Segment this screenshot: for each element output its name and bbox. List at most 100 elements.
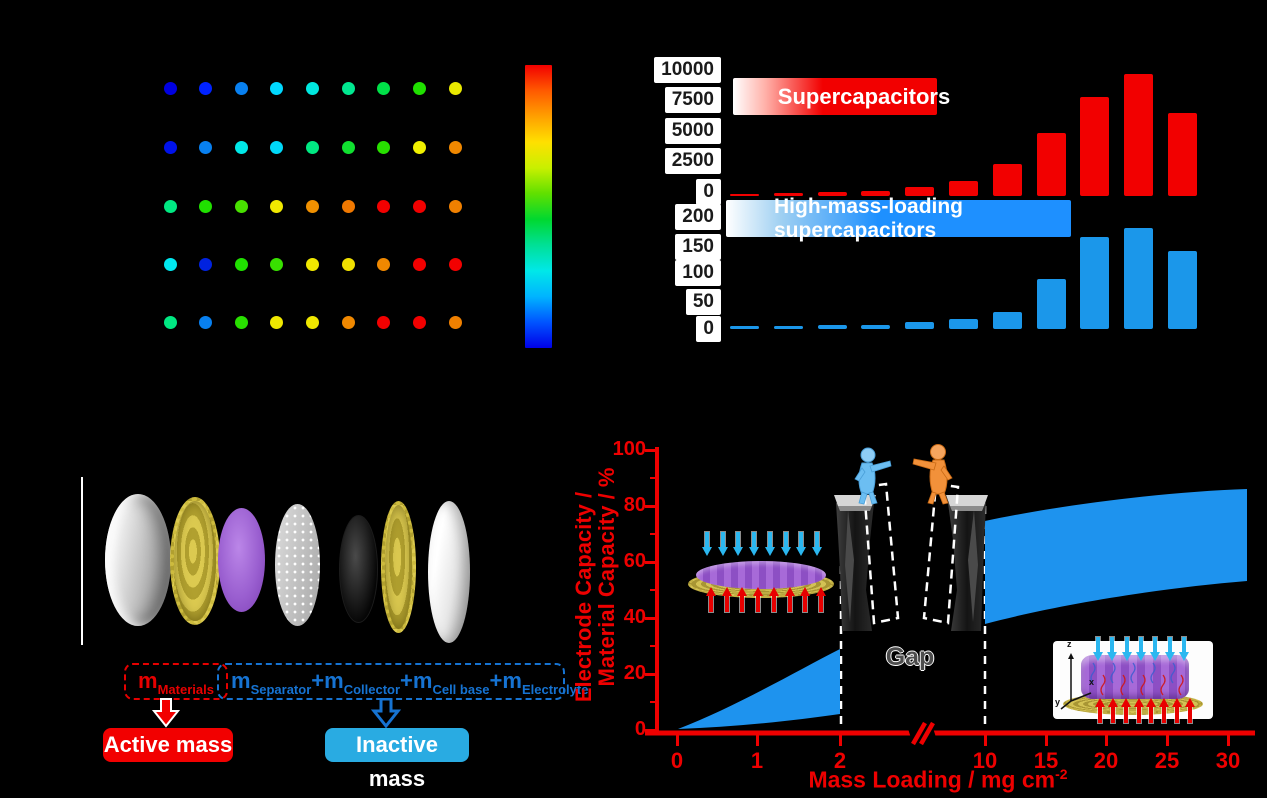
head: [1150, 652, 1161, 661]
hml-supercap-ytick-label: 0: [696, 316, 721, 342]
hml-supercap-bar: [861, 324, 891, 329]
data-dot: [199, 199, 213, 213]
red-ion-arrow-icon: [816, 586, 826, 612]
m-symbol: +m: [311, 667, 344, 693]
thin-purple-disc: [696, 561, 826, 589]
hml-supercap-bar: [773, 326, 803, 329]
gap-annotation: Gap: [885, 643, 935, 671]
data-dot: [199, 81, 213, 95]
head: [1185, 698, 1195, 707]
cell-cap-right: [428, 501, 470, 643]
thin-electrode-inset: [688, 528, 834, 612]
blue-ion-arrow-icon: [733, 532, 744, 558]
blue-ion-arrow-icon: [1093, 637, 1103, 663]
shaft: [1167, 637, 1172, 653]
supercap-bar: [949, 181, 978, 196]
supercap-bar: [1168, 113, 1197, 196]
supercap-bar: [992, 164, 1022, 196]
shaft: [756, 596, 761, 612]
head: [1107, 698, 1118, 707]
shaft: [720, 532, 725, 548]
inactive-mass-formula-box: mSeparator +mCollector +mCell base +mElectr…: [217, 663, 588, 700]
device-axis-line: [81, 477, 83, 645]
xyz-axes-icon: [1060, 653, 1092, 710]
head: [764, 547, 775, 556]
head: [753, 587, 764, 596]
x-axis-title-text: Mass Loading / mg cm: [808, 766, 1056, 793]
blue-ion-arrow-icon: [749, 532, 760, 558]
data-dot: [377, 257, 391, 271]
inactive-mass-label: Inactive mass: [325, 728, 469, 791]
supercap-bar: [1124, 74, 1154, 196]
head: [1133, 698, 1144, 707]
head: [737, 587, 748, 596]
head: [1107, 652, 1118, 661]
data-dot: [305, 140, 319, 154]
data-dot: [163, 315, 177, 329]
data-dot: [270, 81, 284, 95]
supercap-bar: [905, 187, 935, 196]
data-dot: [412, 140, 426, 154]
gold-electrode-right: [381, 501, 416, 633]
y-axis-title-line1: Electrode Capacity /: [571, 491, 596, 703]
hml-supercap-bar: [1036, 278, 1066, 329]
shaft: [709, 596, 713, 612]
supercap-ytick-label: 10000: [654, 57, 721, 83]
supercap-bar: [1080, 97, 1110, 196]
head: [1136, 652, 1146, 661]
data-dot: [305, 257, 319, 271]
blue-ion-arrow-icon: [780, 532, 791, 558]
data-dot: [305, 315, 319, 329]
head: [733, 547, 744, 556]
data-dot: [448, 81, 462, 95]
hml-supercap-ytick-label: 200: [675, 204, 721, 230]
red-ion-arrow-icon: [1107, 697, 1118, 723]
m-subscript: Separator: [250, 681, 312, 697]
red-ion-arrow-icon: [721, 586, 732, 612]
data-dot: [234, 140, 248, 154]
head: [1179, 652, 1189, 661]
head: [1095, 698, 1105, 707]
head: [780, 547, 791, 556]
red-ion-arrow-icon: [1120, 697, 1131, 723]
head: [1164, 652, 1175, 661]
data-dot: [199, 315, 213, 329]
blue-ion-arrow-icon: [1179, 637, 1189, 663]
data-dot: [341, 199, 355, 213]
hml-supercap-bar: [992, 312, 1022, 329]
data-dot: [448, 140, 462, 154]
shaft: [724, 596, 729, 612]
data-dot: [270, 315, 284, 329]
supercap-bar: [773, 192, 803, 196]
capacity-band-left: [678, 649, 840, 729]
shaft: [1136, 707, 1141, 723]
supercap-ytick-label: 7500: [664, 87, 721, 113]
anion-arrows: [706, 586, 826, 616]
shaft: [705, 532, 709, 548]
supercap-bar: [817, 191, 847, 196]
head: [1120, 698, 1131, 707]
red-ion-arrow-icon: [768, 586, 779, 612]
shaft: [1175, 707, 1180, 723]
shaft: [767, 532, 772, 548]
axis-letter-x: x: [1089, 677, 1095, 687]
red-ion-arrow-icon: [737, 586, 748, 612]
red-ion-arrow-icon: [1159, 697, 1170, 723]
blue-person-icon: [854, 447, 892, 505]
shaft: [1162, 707, 1167, 723]
head: [749, 547, 760, 556]
head: [1121, 652, 1132, 661]
shaft: [783, 532, 788, 548]
red-ion-arrow-icon: [1133, 697, 1144, 723]
blue-ion-arrow-icon: [1150, 637, 1161, 663]
hml-supercap-bar: [730, 326, 759, 329]
data-dot: [305, 81, 319, 95]
data-dot: [234, 315, 248, 329]
coin-cell-exploded-view: [105, 494, 470, 643]
head: [768, 587, 779, 596]
capacity-band-right: [985, 489, 1247, 624]
data-dot: [270, 140, 284, 154]
cation-arrows: [1093, 637, 1189, 665]
hml-supercap-ytick-label: 100: [675, 260, 721, 286]
legend-supercapacitors-label: Supercapacitors: [777, 83, 951, 109]
